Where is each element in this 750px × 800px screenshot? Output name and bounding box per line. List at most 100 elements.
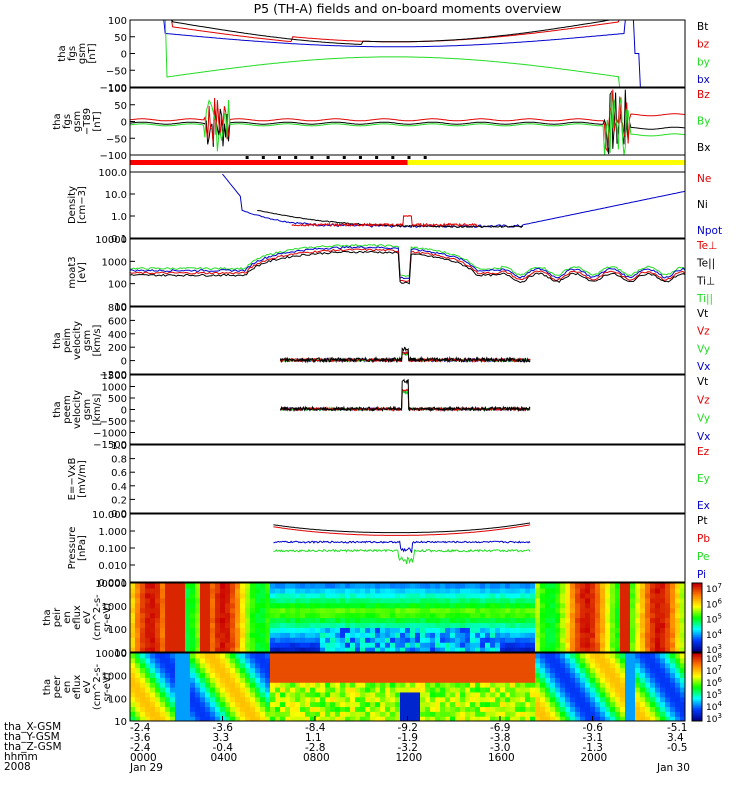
- heatmap-cell: [670, 583, 676, 589]
- heatmap-cell: [660, 642, 666, 648]
- heatmap-cell: [440, 607, 446, 614]
- heatmap-cell: [520, 711, 526, 717]
- heatmap-cell: [170, 687, 176, 693]
- heatmap-cell: [310, 622, 316, 628]
- heatmap-cell: [260, 612, 266, 619]
- heatmap-cell: [290, 716, 296, 721]
- heatmap-cell: [620, 687, 626, 693]
- heatmap-cell: [240, 662, 246, 669]
- heatmap-cell: [680, 701, 685, 708]
- heatmap-cell: [435, 691, 441, 698]
- heatmap-cell: [270, 657, 276, 664]
- heatmap-cell: [455, 592, 461, 599]
- heatmap-cell: [670, 677, 676, 683]
- heatmap-cell: [165, 691, 171, 698]
- heatmap-cell: [615, 637, 621, 643]
- heatmap-cell: [345, 716, 351, 721]
- series-line: [130, 243, 685, 278]
- heatmap-cell: [445, 627, 451, 633]
- heatmap-cell: [415, 642, 421, 648]
- panel-frame: [129, 374, 686, 445]
- heatmap-cell: [485, 642, 491, 648]
- heatmap-cell: [615, 647, 621, 652]
- heatmap-cell: [150, 711, 156, 717]
- heatmap-cell: [615, 592, 621, 599]
- heatmap-cell: [150, 706, 156, 712]
- heatmap-cell: [590, 647, 596, 652]
- heatmap-cell: [605, 602, 611, 609]
- colorbar-cell: [692, 620, 702, 624]
- heatmap-cell: [160, 627, 166, 633]
- heatmap-cell: [380, 701, 386, 708]
- heatmap-cell: [640, 716, 646, 721]
- ytick-label: 10000: [95, 235, 127, 246]
- legend-entry: Pt: [697, 515, 707, 527]
- heatmap-cell: [350, 677, 356, 683]
- heatmap-cell: [475, 587, 481, 594]
- heatmap-cell: [315, 647, 321, 652]
- heatmap-cell: [155, 642, 161, 648]
- heatmap-cell: [370, 711, 376, 717]
- panel-ylabel: [nT]: [87, 43, 98, 63]
- heatmap-cell: [275, 637, 281, 643]
- heatmap-cell: [450, 677, 456, 683]
- heatmap-cell: [570, 711, 576, 717]
- heatmap-cell: [165, 667, 171, 674]
- heatmap-cell: [570, 632, 576, 638]
- heatmap-cell: [410, 592, 416, 599]
- heatmap-cell: [665, 716, 671, 721]
- heatmap-cell: [510, 583, 516, 589]
- heatmap-cell: [245, 677, 251, 683]
- heatmap-cell: [475, 657, 481, 664]
- heatmap-cell: [525, 667, 531, 674]
- heatmap-cell: [630, 602, 636, 609]
- heatmap-cell: [375, 716, 381, 721]
- heatmap-cell: [210, 696, 216, 703]
- heatmap-cell: [545, 592, 551, 599]
- heatmap-cell: [315, 711, 321, 717]
- heatmap-cell: [230, 687, 236, 693]
- heatmap-cell: [535, 657, 541, 664]
- heatmap-cell: [625, 612, 631, 619]
- heatmap-cell: [530, 642, 536, 648]
- heatmap-cell: [490, 583, 496, 589]
- panel-fgs-t89: [130, 89, 685, 155]
- heatmap-cell: [660, 607, 666, 614]
- flag-tick: [358, 156, 362, 159]
- heatmap-cell: [235, 677, 241, 683]
- series-line: [130, 248, 685, 282]
- heatmap-cell: [490, 711, 496, 717]
- heatmap-cell: [325, 622, 331, 628]
- heatmap-cell: [490, 716, 496, 721]
- heatmap-cell: [415, 583, 421, 589]
- heatmap-cell: [300, 657, 306, 664]
- heatmap-cell: [640, 682, 646, 688]
- heatmap-cell: [645, 687, 651, 693]
- heatmap-cell: [475, 592, 481, 599]
- heatmap-cell: [560, 617, 566, 624]
- heatmap-cell: [550, 657, 556, 664]
- heatmap-cell: [145, 672, 151, 678]
- heatmap-cell: [360, 637, 366, 643]
- ytick-label: 0.010: [98, 561, 127, 572]
- heatmap-cell: [315, 677, 321, 683]
- heatmap-cell: [465, 597, 471, 604]
- heatmap-cell: [380, 696, 386, 703]
- heatmap-cell: [160, 687, 166, 693]
- heatmap-cell: [595, 691, 601, 698]
- heatmap-cell: [365, 592, 371, 599]
- heatmap-cell: [315, 696, 321, 703]
- heatmap-cell: [425, 627, 431, 633]
- heatmap-cell: [260, 602, 266, 609]
- heatmap-cell: [240, 587, 246, 594]
- heatmap-cell: [200, 622, 206, 628]
- heatmap-cell: [140, 657, 146, 664]
- heatmap-cell: [200, 711, 206, 717]
- heatmap-cell: [315, 706, 321, 712]
- heatmap-cell: [525, 657, 531, 664]
- heatmap-cell: [355, 637, 361, 643]
- heatmap-cell: [185, 617, 191, 624]
- heatmap-cell: [605, 637, 611, 643]
- legend-entry: Vt: [697, 376, 708, 388]
- panel-ylabel: en: [62, 611, 73, 624]
